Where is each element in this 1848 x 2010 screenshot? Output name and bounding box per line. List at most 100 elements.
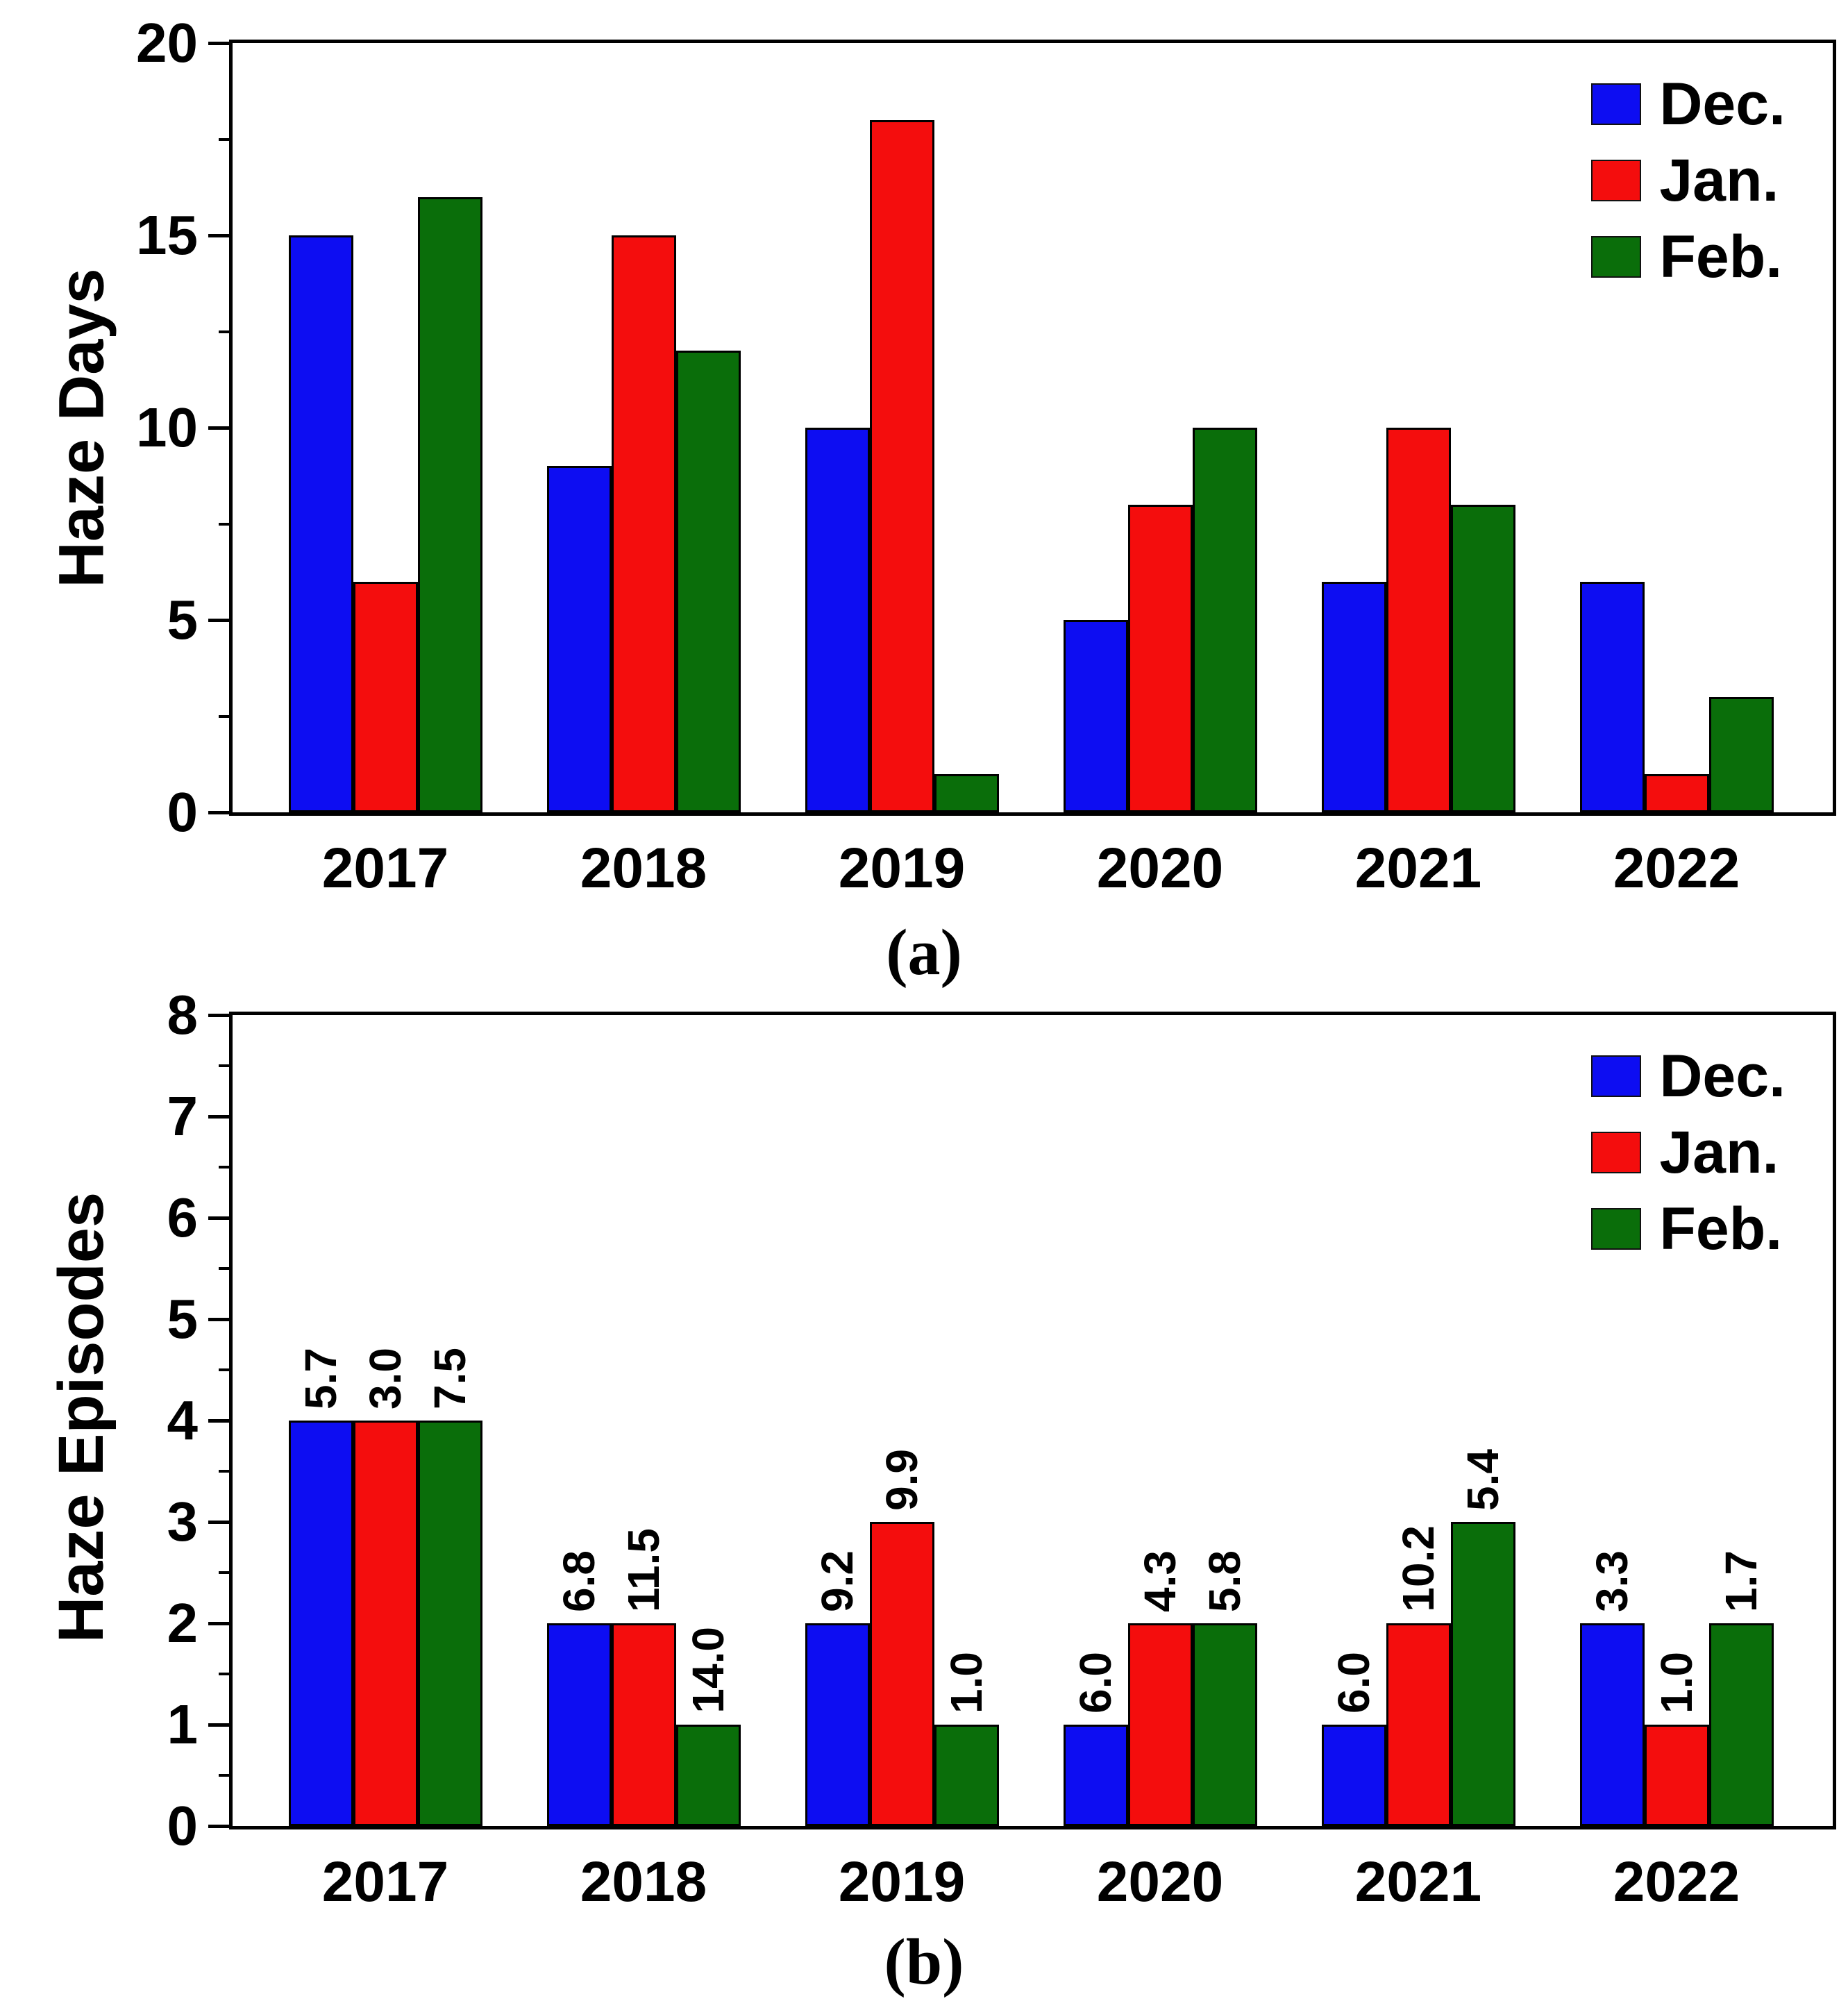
legend-label: Jan. (1659, 1119, 1779, 1186)
bar-feb-2018 (675, 1725, 741, 1826)
legend-item-jan: Jan. (1591, 149, 1786, 212)
x-tick-label-2020: 2020 (1096, 1850, 1224, 1913)
y-tick-label: 8 (167, 984, 199, 1046)
bar-jan-2020 (1127, 504, 1193, 812)
bar-jan-2021 (1386, 428, 1451, 812)
bar-value-label: 7.5 (425, 1348, 475, 1409)
y-major-tick (208, 1216, 229, 1220)
y-major-tick (208, 1418, 229, 1423)
plot-area-haze-days: 0 5 10 15 20 2017 2018 2019 2020 2021 2022 Dec. Jan.… (136, 15, 1836, 898)
bar-feb-2017 (417, 1421, 482, 1826)
y-tick-label: 5 (167, 589, 199, 651)
bar-feb-2020 (1192, 428, 1257, 812)
y-minor-tick (219, 522, 229, 526)
y-minor-tick (219, 1267, 229, 1270)
y-minor-tick (219, 137, 229, 141)
y-minor-tick (219, 1368, 229, 1371)
bar-feb-2017 (417, 196, 482, 812)
y-tick-label: 1 (167, 1693, 199, 1755)
x-tick-label-2017: 2017 (321, 837, 449, 900)
y-major-tick (208, 810, 229, 814)
x-tick-label-2022: 2022 (1613, 837, 1740, 900)
legend-label: Feb. (1659, 1196, 1783, 1262)
bar-value-label: 1.0 (941, 1652, 991, 1714)
bar-value-label: 5.4 (1458, 1449, 1508, 1511)
bar-jan-2018 (611, 1623, 676, 1826)
x-tick-label-2017: 2017 (321, 1850, 449, 1913)
panel-caption-a: (a) (886, 916, 962, 989)
y-tick-label: 0 (167, 781, 199, 843)
legend: Dec. Jan. Feb. (1591, 72, 1786, 289)
y-tick-label: 20 (136, 12, 198, 74)
bar-value-label: 3.3 (1587, 1550, 1637, 1612)
y-tick-label: 15 (136, 204, 198, 266)
y-major-tick (208, 426, 229, 430)
bar-jan-2018 (611, 235, 676, 812)
x-tick-label-2021: 2021 (1354, 837, 1482, 900)
bar-dec-2022 (1579, 581, 1645, 812)
y-major-tick (208, 1114, 229, 1119)
y-tick-label: 3 (167, 1491, 199, 1552)
bar-dec-2017 (288, 235, 353, 812)
bar-value-label: 3.0 (360, 1348, 410, 1409)
y-tick-label: 0 (167, 1795, 199, 1857)
bar-dec-2019 (805, 1623, 870, 1826)
y-major-tick (208, 1723, 229, 1727)
bar-dec-2021 (1321, 1725, 1386, 1826)
bar-value-label: 6.0 (1070, 1652, 1120, 1714)
y-major-tick (208, 1824, 229, 1828)
bar-jan-2022 (1644, 773, 1709, 812)
bar-feb-2018 (675, 351, 741, 812)
bar-value-label: 1.7 (1716, 1550, 1766, 1612)
bar-value-label: 10.2 (1393, 1525, 1443, 1612)
bar-jan-2022 (1644, 1725, 1709, 1826)
bar-value-label: 5.7 (296, 1348, 346, 1409)
bar-value-label: 9.2 (812, 1550, 862, 1612)
bar-value-label: 9.9 (877, 1449, 927, 1511)
legend-item-feb: Feb. (1591, 1197, 1786, 1261)
y-tick-label: 7 (167, 1085, 199, 1147)
y-tick-label: 4 (167, 1389, 199, 1451)
y-major-tick (208, 233, 229, 237)
bar-value-label: 6.0 (1329, 1652, 1379, 1714)
bar-feb-2019 (934, 1725, 999, 1826)
bar-feb-2019 (934, 773, 999, 812)
bar-value-label: 14.0 (683, 1627, 733, 1714)
legend-swatch (1591, 1208, 1642, 1250)
y-minor-tick (219, 1064, 229, 1067)
bar-jan-2019 (869, 1522, 934, 1826)
y-major-tick (208, 1621, 229, 1625)
legend-label: Dec. (1659, 1043, 1786, 1109)
bar-dec-2019 (805, 428, 870, 812)
legend-swatch (1591, 1055, 1642, 1097)
legend-swatch (1591, 1132, 1642, 1173)
legend-item-feb: Feb. (1591, 225, 1786, 289)
legend-label: Feb. (1659, 224, 1783, 290)
y-major-tick (208, 1013, 229, 1017)
legend-item-dec: Dec. (1591, 1044, 1786, 1108)
legend-label: Dec. (1659, 71, 1786, 137)
x-tick-label-2020: 2020 (1096, 837, 1224, 900)
x-tick-label-2021: 2021 (1354, 1850, 1482, 1913)
legend-item-dec: Dec. (1591, 72, 1786, 136)
y-major-tick (208, 1520, 229, 1524)
bar-jan-2017 (353, 1421, 418, 1826)
bar-dec-2022 (1579, 1623, 1645, 1826)
legend-item-jan: Jan. (1591, 1121, 1786, 1184)
bar-dec-2020 (1063, 620, 1128, 812)
bar-jan-2017 (353, 581, 418, 812)
y-major-tick (208, 618, 229, 622)
y-major-tick (208, 41, 229, 45)
y-minor-tick (219, 1774, 229, 1777)
bar-dec-2017 (288, 1421, 353, 1826)
bar-value-label: 4.3 (1135, 1550, 1185, 1612)
bar-feb-2022 (1708, 1623, 1774, 1826)
bar-value-label: 6.8 (554, 1550, 604, 1612)
legend: Dec. Jan. Feb. (1591, 1044, 1786, 1261)
x-tick-label-2019: 2019 (838, 1850, 966, 1913)
bar-value-label: 5.8 (1200, 1550, 1250, 1612)
x-tick-label-2022: 2022 (1613, 1850, 1740, 1913)
bar-dec-2021 (1321, 581, 1386, 812)
y-tick-label: 6 (167, 1187, 199, 1248)
